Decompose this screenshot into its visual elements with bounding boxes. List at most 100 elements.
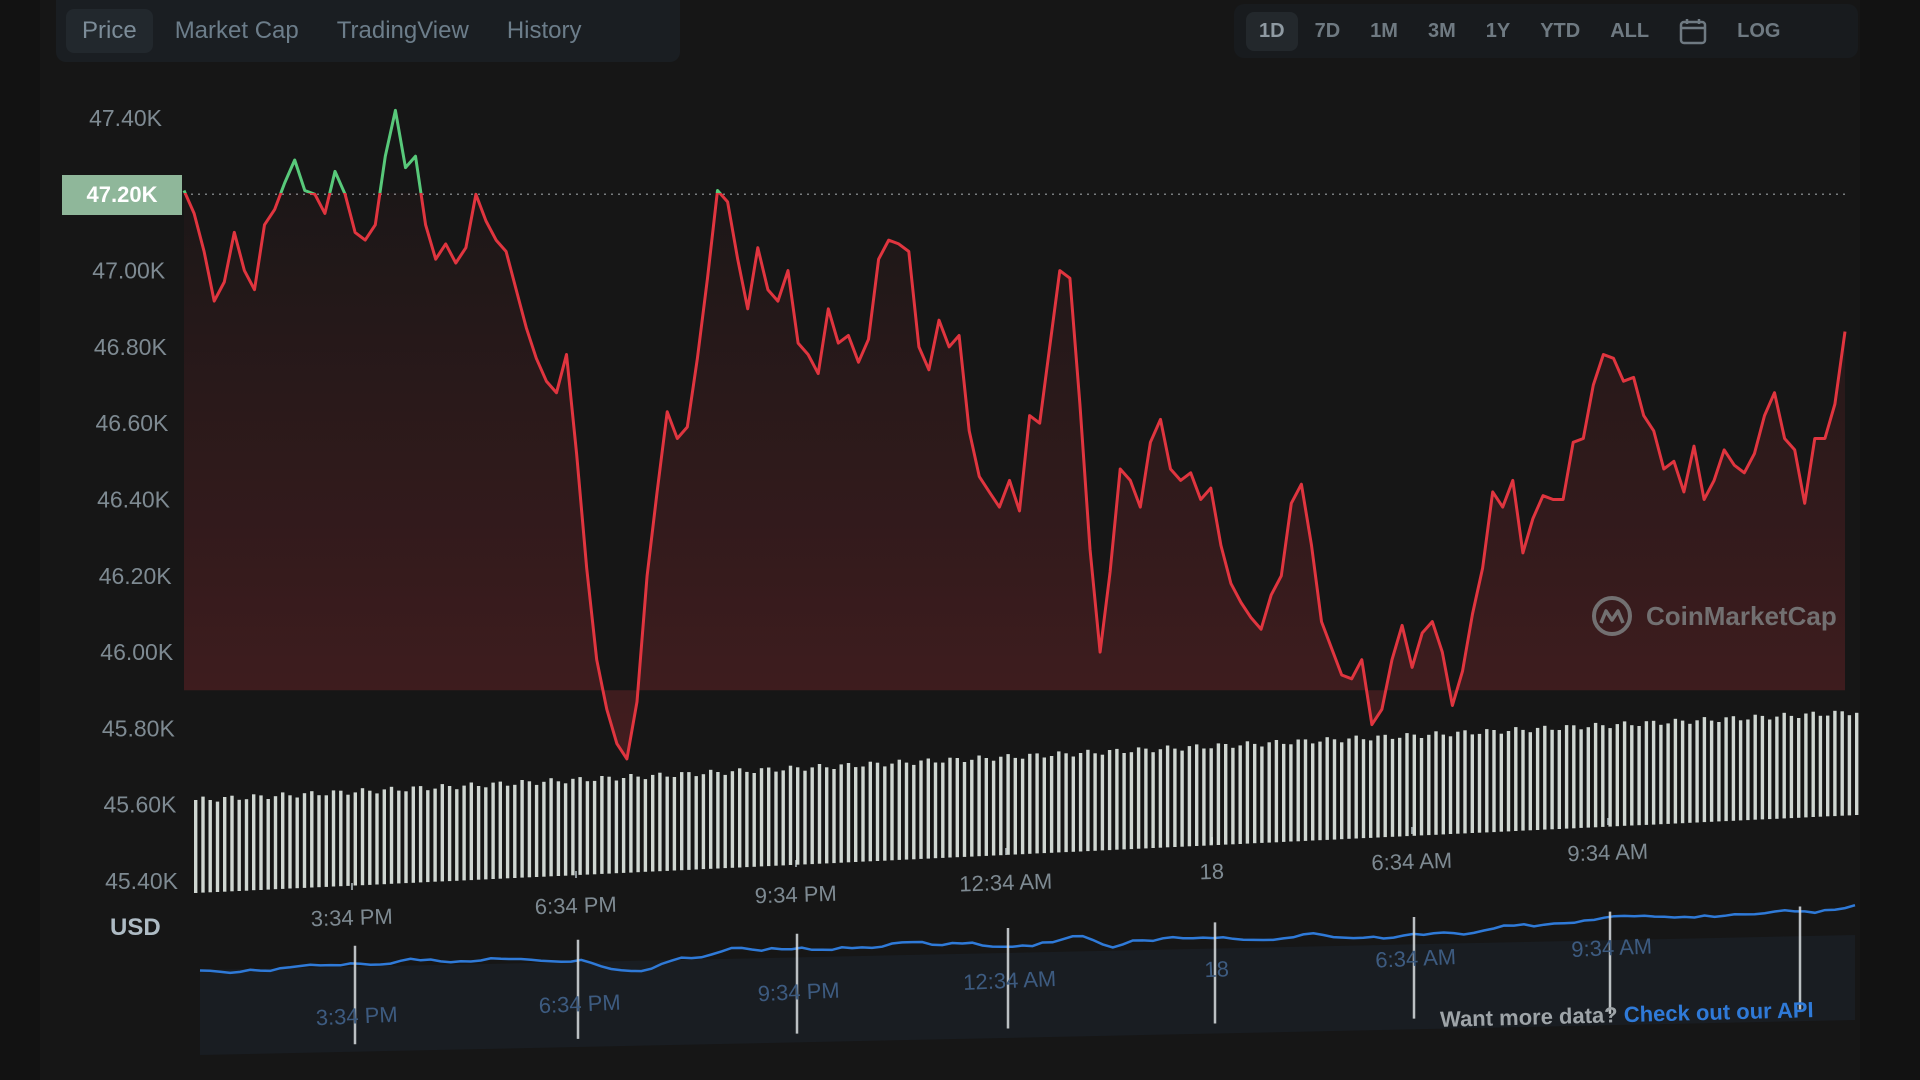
volume-bar	[1615, 724, 1619, 827]
volume-bar	[1086, 749, 1090, 852]
tab-market-cap[interactable]: Market Cap	[174, 17, 299, 44]
volume-bar	[1608, 728, 1612, 827]
volume-bar	[476, 786, 481, 880]
volume-bar	[1738, 720, 1743, 821]
api-promo-text: Want more data?	[1439, 1002, 1618, 1032]
volume-bar	[854, 767, 858, 862]
volume-bar	[368, 790, 372, 885]
api-link[interactable]: Check out our API	[1623, 997, 1814, 1028]
volume-bar	[1543, 725, 1547, 830]
volume-bar	[1840, 711, 1844, 816]
volume-bar	[1659, 724, 1663, 825]
volume-bar	[1006, 754, 1010, 855]
volume-bar	[1202, 748, 1206, 846]
volume-bar	[926, 758, 930, 859]
volume-bar	[1100, 754, 1105, 851]
volume-bar	[1586, 727, 1590, 828]
volume-bar	[788, 765, 793, 865]
volume-bar	[1855, 712, 1859, 815]
volume-bar	[1768, 719, 1772, 820]
volume-bar	[1535, 727, 1540, 830]
volume-bar	[252, 794, 256, 891]
volume-bar	[491, 782, 495, 879]
volume-bar	[1325, 737, 1329, 840]
range-1y[interactable]: 1Y	[1485, 19, 1511, 42]
volume-bar	[1274, 740, 1279, 843]
volume-bar	[999, 756, 1003, 856]
volume-bar	[1260, 746, 1264, 843]
volume-bar	[1369, 740, 1373, 838]
volume-bar	[955, 758, 959, 858]
volume-bar	[1296, 739, 1300, 842]
calendar-button[interactable]	[1666, 10, 1720, 52]
volume-bar	[709, 769, 713, 869]
volume-bar	[1630, 725, 1634, 826]
navigator-tick-label: 18	[1204, 956, 1230, 982]
volume-bar	[948, 757, 952, 858]
volume-bar	[418, 786, 423, 883]
volume-bar	[1760, 715, 1765, 820]
volume-bar	[208, 800, 212, 893]
volume-bar	[237, 799, 241, 891]
tab-price[interactable]: Price	[66, 9, 153, 53]
volume-bar	[687, 772, 691, 870]
volume-bar	[1492, 730, 1496, 833]
volume-bar	[1419, 738, 1424, 836]
watermark: CoinMarketCap	[1590, 594, 1837, 638]
volume-bar	[1013, 757, 1017, 855]
volume-bar	[1651, 720, 1656, 825]
volume-bar	[796, 767, 800, 865]
volume-bar	[1383, 734, 1387, 838]
volume-bar	[1303, 739, 1308, 841]
volume-bar	[505, 785, 510, 879]
volume-bar	[1078, 753, 1083, 852]
volume-bar	[723, 774, 727, 869]
range-navigator[interactable]: 3:34 PM 6:34 PM 9:34 PM 12:34 AM 18 6:34 AM 9:…	[199, 903, 1856, 1055]
volume-bar	[592, 780, 597, 875]
range-all[interactable]: ALL	[1610, 19, 1650, 42]
volume-bar	[440, 784, 444, 882]
range-ytd[interactable]: YTD	[1540, 19, 1581, 42]
volume-bar	[1238, 745, 1242, 844]
volume-bar	[411, 786, 415, 883]
x-tick-label: 6:34 PM	[534, 892, 617, 920]
volume-bar	[1811, 711, 1815, 817]
tab-history[interactable]: History	[506, 17, 582, 44]
volume-bar	[1042, 757, 1046, 854]
volume-bar	[1666, 723, 1670, 824]
volume-bar	[774, 771, 778, 866]
x-tick-label: 9:34 PM	[754, 881, 837, 909]
volume-bar	[223, 797, 227, 892]
volume-bar	[643, 779, 648, 872]
volume-bar	[1427, 734, 1431, 836]
volume-bar	[839, 764, 843, 863]
volume-bar	[621, 778, 626, 873]
coinmarketcap-logo-icon	[1592, 596, 1632, 636]
volume-bar	[745, 771, 749, 868]
volume-bar	[977, 755, 981, 857]
x-tick-label: 6:34 AM	[1371, 848, 1452, 876]
volume-bar	[1064, 753, 1068, 853]
range-1m[interactable]: 1M	[1370, 19, 1398, 42]
volume-bar	[1557, 730, 1561, 829]
tab-tradingview[interactable]: TradingView	[336, 17, 469, 44]
volume-bar	[868, 761, 872, 862]
range-3m[interactable]: 3M	[1427, 19, 1456, 42]
volume-bar	[672, 777, 677, 871]
volume-bar	[1231, 747, 1235, 845]
volume-bar	[1289, 744, 1293, 842]
y-tick-label: 47.40K	[89, 105, 163, 131]
volume-bar	[651, 774, 655, 872]
volume-bar	[1093, 753, 1097, 851]
volume-bar	[1224, 744, 1228, 845]
volume-bar	[890, 763, 894, 861]
volume-bar	[1405, 733, 1409, 837]
volume-bar	[1506, 731, 1511, 832]
range-1d[interactable]: 1D	[1246, 11, 1298, 51]
volume-bar	[1195, 744, 1199, 846]
volume-bar	[259, 795, 263, 890]
volume-bar	[1361, 739, 1366, 839]
range-7d[interactable]: 7D	[1314, 19, 1341, 42]
volume-bar	[701, 774, 706, 870]
range-log[interactable]: LOG	[1737, 19, 1781, 42]
